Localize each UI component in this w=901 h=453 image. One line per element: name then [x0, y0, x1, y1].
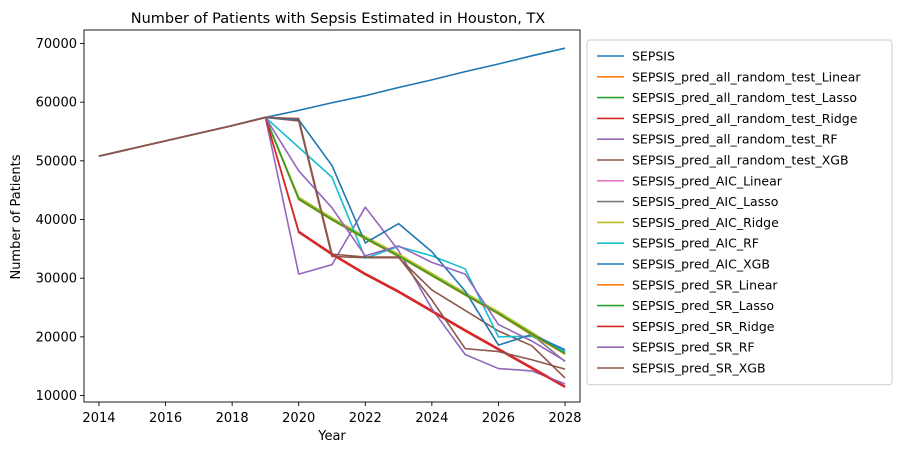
- y-tick-label: 20000: [36, 330, 77, 345]
- x-tick-label: 2014: [82, 411, 115, 426]
- x-tick-label: 2028: [548, 411, 581, 426]
- axes-frame: [83, 29, 581, 403]
- legend-label: SEPSIS_pred_all_random_test_Ridge: [632, 111, 858, 126]
- legend-label: SEPSIS_pred_all_random_test_Linear: [632, 69, 861, 84]
- plot-area: 2014 2016 2018 2020 2022 2024 2026 2028 10000 200…: [36, 29, 582, 426]
- legend-label: SEPSIS_pred_AIC_Ridge: [632, 215, 779, 230]
- x-tick-label: 2026: [482, 411, 515, 426]
- legend: SEPSIS SEPSIS_pred_all_random_test_Linear…: [586, 39, 893, 386]
- x-tick-label: 2020: [282, 411, 315, 426]
- x-axis-title: Year: [317, 429, 346, 444]
- y-tick-label: 60000: [36, 96, 77, 111]
- legend-label: SEPSIS_pred_SR_Linear: [632, 277, 778, 292]
- legend-label: SEPSIS_pred_AIC_RF: [632, 236, 759, 251]
- legend-label: SEPSIS_pred_all_random_test_Lasso: [632, 90, 857, 105]
- y-tick-label: 10000: [36, 389, 77, 404]
- legend-label: SEPSIS_pred_SR_Lasso: [632, 298, 774, 313]
- legend-label: SEPSIS_pred_AIC_Lasso: [632, 194, 778, 209]
- y-tick-label: 50000: [36, 154, 77, 169]
- legend-label: SEPSIS_pred_all_random_test_RF: [632, 132, 838, 147]
- x-tick-label: 2024: [415, 411, 448, 426]
- y-tick-label: 40000: [36, 213, 77, 228]
- legend-label: SEPSIS_pred_SR_Ridge: [632, 319, 775, 334]
- x-tick-label: 2022: [349, 411, 382, 426]
- legend-label: SEPSIS_pred_AIC_XGB: [632, 257, 770, 272]
- legend-label: SEPSIS: [632, 49, 675, 64]
- legend-box: [586, 39, 893, 386]
- y-axis-title: Number of Patients: [9, 154, 24, 279]
- x-tick-label: 2016: [149, 411, 182, 426]
- chart-title: Number of Patients with Sepsis Estimated…: [131, 11, 546, 27]
- y-tick-label: 30000: [36, 272, 77, 287]
- legend-label: SEPSIS_pred_SR_RF: [632, 340, 755, 355]
- legend-label: SEPSIS_pred_all_random_test_XGB: [632, 153, 849, 168]
- x-tick-label: 2018: [216, 411, 249, 426]
- legend-label: SEPSIS_pred_AIC_Linear: [632, 173, 783, 188]
- legend-label: SEPSIS_pred_SR_XGB: [632, 361, 766, 376]
- series-line-16: [98, 116, 566, 370]
- y-tick-label: 70000: [36, 37, 77, 52]
